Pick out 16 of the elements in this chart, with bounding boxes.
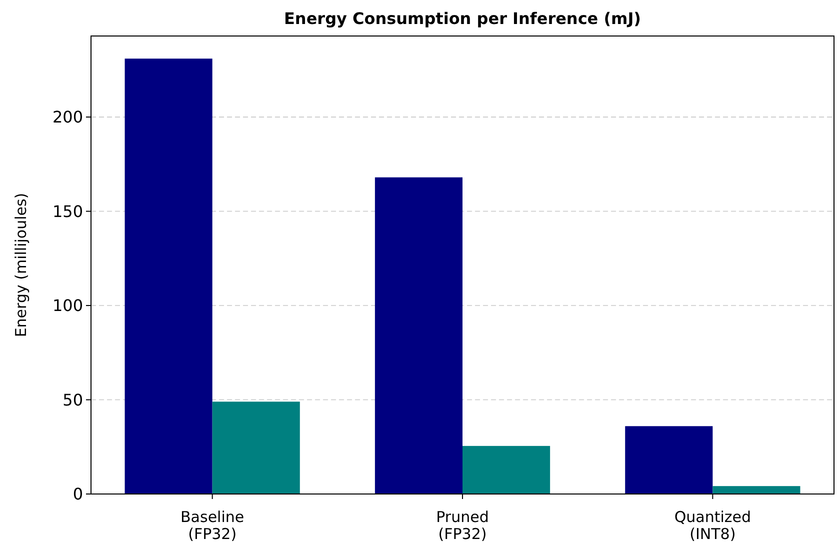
y-tick-label: 100	[52, 296, 83, 316]
bar	[374, 177, 462, 494]
bar	[124, 58, 212, 494]
bar	[212, 402, 300, 494]
bar	[625, 426, 713, 494]
y-tick-label: 50	[62, 390, 83, 410]
y-tick-label: 200	[52, 108, 83, 127]
bar	[462, 446, 550, 494]
y-tick-label: 0	[72, 484, 83, 504]
x-tick-label: Pruned (FP32)	[436, 508, 489, 543]
x-tick-label: Baseline (FP32)	[180, 508, 244, 543]
bar	[712, 486, 800, 494]
chart-title: Energy Consumption per Inference (mJ)	[284, 9, 641, 28]
x-tick-label: Quantized (INT8)	[674, 508, 752, 543]
y-tick-label: 150	[52, 202, 83, 221]
y-axis-title: Energy (millijoules)	[12, 192, 30, 338]
